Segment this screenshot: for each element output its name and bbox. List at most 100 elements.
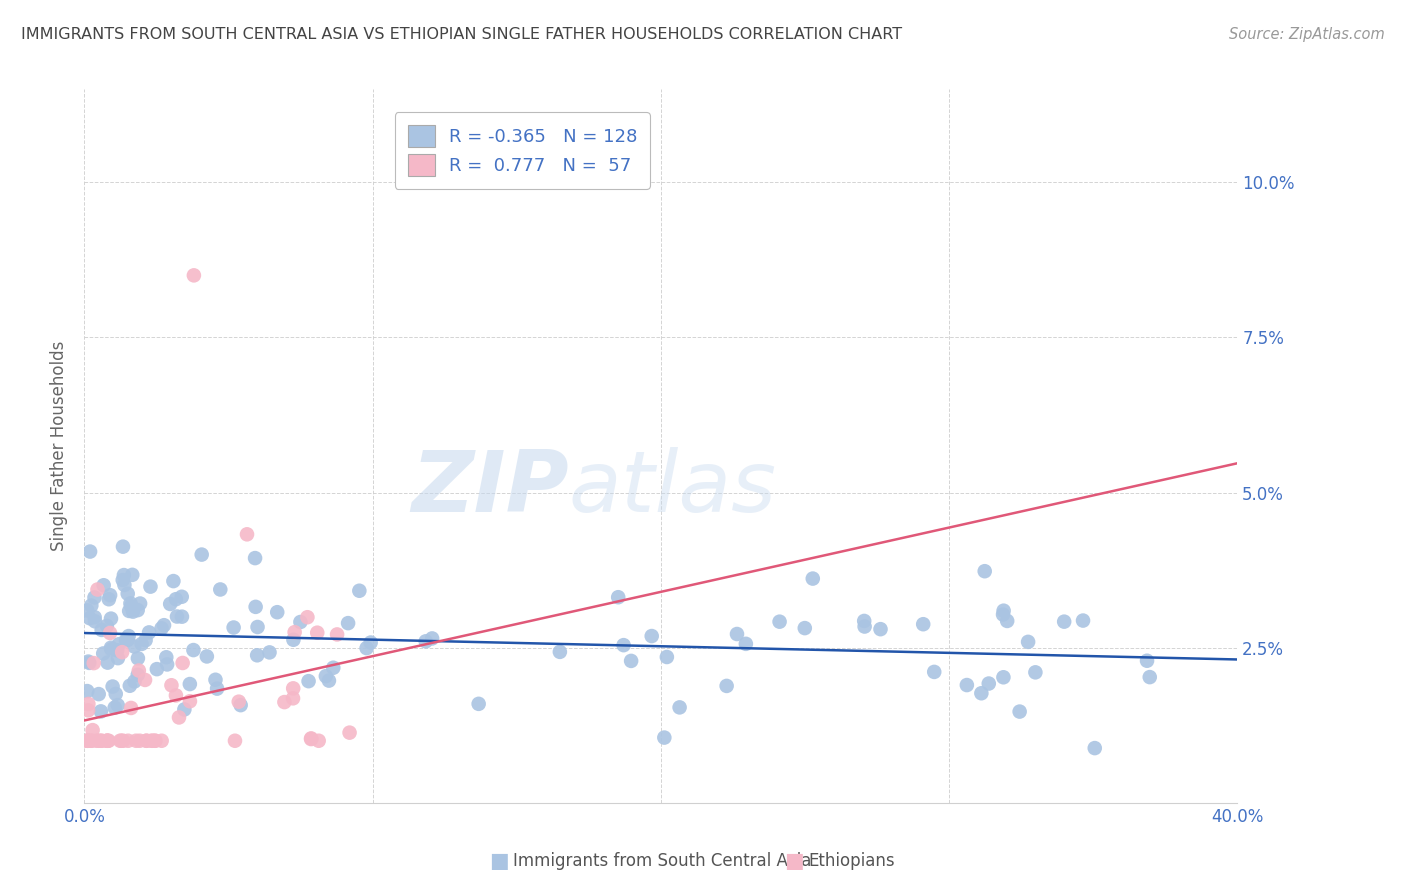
Point [607,591,630,605]
Point [120,599,142,614]
Point [145,733,167,747]
Point [79,733,101,747]
Point [96,733,118,747]
Point [108,733,131,747]
Point [793,621,815,635]
Point [281,691,304,706]
Point [96,733,118,747]
Point [922,665,945,679]
Point [1084,741,1107,756]
Point [259,645,281,659]
Point [991,607,1014,622]
Point [90,623,112,637]
Point [155,650,177,665]
Point [131,637,153,651]
Point [93,578,115,592]
Point [76,684,98,698]
Point [76,733,98,747]
Point [108,637,131,651]
Text: IMMIGRANTS FROM SOUTH CENTRAL ASIA VS ETHIOPIAN SINGLE FATHER HOUSEHOLDS CORRELA: IMMIGRANTS FROM SOUTH CENTRAL ASIA VS ET… [21,27,903,42]
Point [654,731,676,745]
Point [79,611,101,625]
Text: Immigrants from South Central Asia: Immigrants from South Central Asia [513,852,811,870]
Point [222,620,245,634]
Point [1053,615,1076,629]
Point [162,574,184,588]
Point [87,687,110,701]
Point [118,604,141,618]
Point [104,700,127,714]
Point [204,673,226,687]
Legend: R = -0.365   N = 128, R =  0.777   N =  57: R = -0.365 N = 128, R = 0.777 N = 57 [395,112,650,189]
Point [77,656,100,670]
Point [83,656,105,670]
Point [326,627,349,641]
Point [117,632,139,647]
Point [299,731,322,746]
Point [1024,665,1046,680]
Point [360,635,382,649]
Point [79,544,101,558]
Point [150,733,173,747]
Text: Source: ZipAtlas.com: Source: ZipAtlas.com [1229,27,1385,42]
Point [127,603,149,617]
Point [124,640,146,654]
Point [299,732,322,747]
Y-axis label: Single Father Households: Single Father Households [51,341,69,551]
Point [77,703,100,717]
Point [77,655,100,669]
Point [76,733,98,747]
Point [415,634,437,648]
Point [142,733,165,747]
Point [100,612,122,626]
Point [172,656,194,670]
Point [173,702,195,716]
Point [120,701,142,715]
Point [801,572,824,586]
Point [111,573,134,587]
Point [90,705,112,719]
Point [243,551,266,566]
Point [98,626,121,640]
Point [307,625,329,640]
Point [77,697,100,711]
Point [83,591,105,605]
Point [1017,635,1039,649]
Point [91,647,114,661]
Point [246,620,269,634]
Point [170,590,193,604]
Point [1071,614,1094,628]
Point [229,698,252,713]
Point [111,645,134,659]
Point [993,670,1015,684]
Point [97,733,120,747]
Point [224,733,246,747]
Point [170,609,193,624]
Point [970,686,993,700]
Point [110,733,132,747]
Point [150,621,173,635]
Point [734,637,756,651]
Point [318,673,340,688]
Point [613,638,636,652]
Point [165,592,187,607]
Point [956,678,979,692]
Point [165,689,187,703]
Text: ■: ■ [489,851,509,871]
Point [96,619,118,633]
Point [853,619,876,633]
Point [1008,705,1031,719]
Text: atlas: atlas [568,447,776,531]
Point [83,610,105,624]
Point [90,733,112,747]
Point [716,679,738,693]
Point [195,649,218,664]
Point [1136,654,1159,668]
Point [107,698,129,713]
Point [179,677,201,691]
Point [297,610,319,624]
Point [135,733,157,747]
Point [167,710,190,724]
Point [166,609,188,624]
Point [87,733,110,747]
